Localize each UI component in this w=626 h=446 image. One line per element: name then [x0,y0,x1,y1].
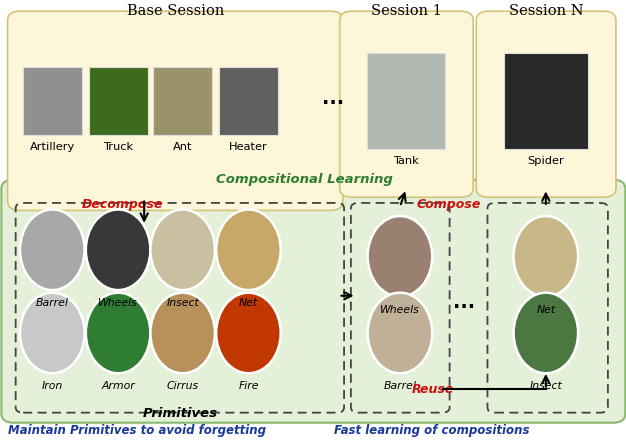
Text: Net: Net [536,305,555,314]
Text: Insect: Insect [167,298,199,308]
Text: Ant: Ant [173,142,192,152]
Bar [504,53,588,149]
Text: Wheels: Wheels [98,298,138,308]
Bar [367,53,445,149]
Text: Maintain Primitives to avoid forgetting: Maintain Primitives to avoid forgetting [8,424,265,437]
Text: Primitives: Primitives [143,407,218,421]
Text: Net: Net [239,298,258,308]
Text: Reuse: Reuse [412,383,454,396]
Text: Tank: Tank [393,156,419,166]
Bar [219,67,278,135]
FancyBboxPatch shape [476,11,616,197]
Text: Wheels: Wheels [380,305,420,314]
Ellipse shape [86,210,150,290]
FancyBboxPatch shape [1,180,625,423]
Text: Decompose: Decompose [82,198,163,211]
FancyBboxPatch shape [340,11,473,197]
Text: Session 1: Session 1 [371,4,441,18]
Ellipse shape [216,210,280,290]
Text: Compositional Learning: Compositional Learning [216,173,393,186]
Ellipse shape [367,216,432,297]
Text: Barrel: Barrel [384,381,416,391]
Ellipse shape [150,293,215,373]
Text: Iron: Iron [42,381,63,391]
Ellipse shape [20,210,85,290]
Text: ...: ... [453,293,475,312]
Text: Artillery: Artillery [29,142,75,152]
Text: ...: ... [322,89,344,108]
Text: Session N: Session N [508,4,583,18]
Ellipse shape [150,210,215,290]
Text: Compose: Compose [416,198,481,211]
Text: Barrel: Barrel [36,298,69,308]
Text: Base Session: Base Session [126,4,224,18]
Ellipse shape [367,293,432,373]
Bar [153,67,212,135]
Text: Fast learning of compositions: Fast learning of compositions [334,424,529,437]
Ellipse shape [216,293,280,373]
Text: Truck: Truck [103,142,133,152]
Text: Spider: Spider [528,156,564,166]
Text: Insect: Insect [530,381,562,391]
Ellipse shape [20,293,85,373]
FancyBboxPatch shape [8,11,343,211]
Bar [89,67,148,135]
Bar [23,67,82,135]
Text: Cirrus: Cirrus [167,381,198,391]
Ellipse shape [513,216,578,297]
Text: Armor: Armor [101,381,135,391]
Text: Heater: Heater [229,142,268,152]
Text: Fire: Fire [239,381,259,391]
Ellipse shape [513,293,578,373]
Ellipse shape [86,293,150,373]
